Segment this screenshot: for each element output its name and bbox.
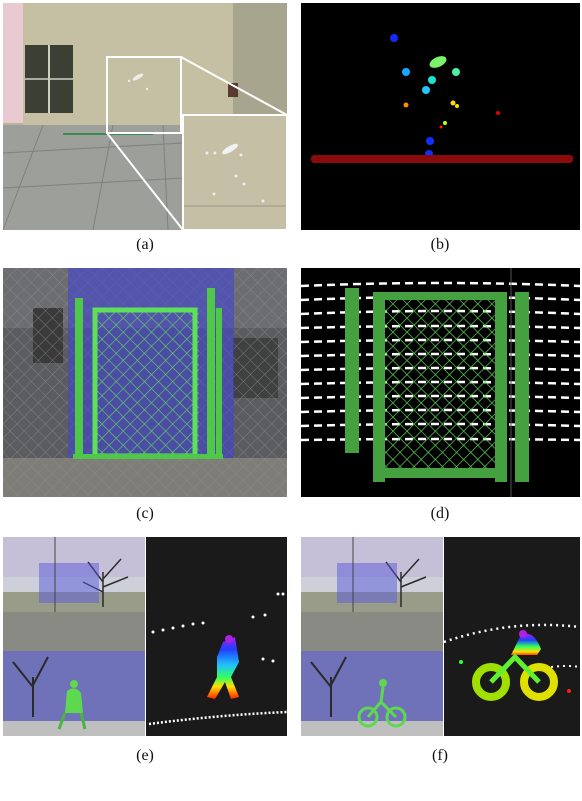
caption-a: (a): [136, 236, 154, 253]
panel-b-point-clusters: [301, 3, 580, 230]
caption-d: (d): [430, 505, 450, 522]
caption-c: (c): [136, 505, 154, 522]
caption-f: (f): [432, 747, 448, 764]
panel-e-pedestrian: [3, 537, 287, 736]
caption-b: (b): [430, 236, 450, 253]
panel-c-gate-photo: [3, 268, 287, 497]
panel-f-cyclist: [301, 537, 580, 736]
caption-e: (e): [136, 747, 154, 764]
panel-a-wall-photo: [3, 3, 287, 230]
panel-d-gate-lidar: [301, 268, 580, 497]
